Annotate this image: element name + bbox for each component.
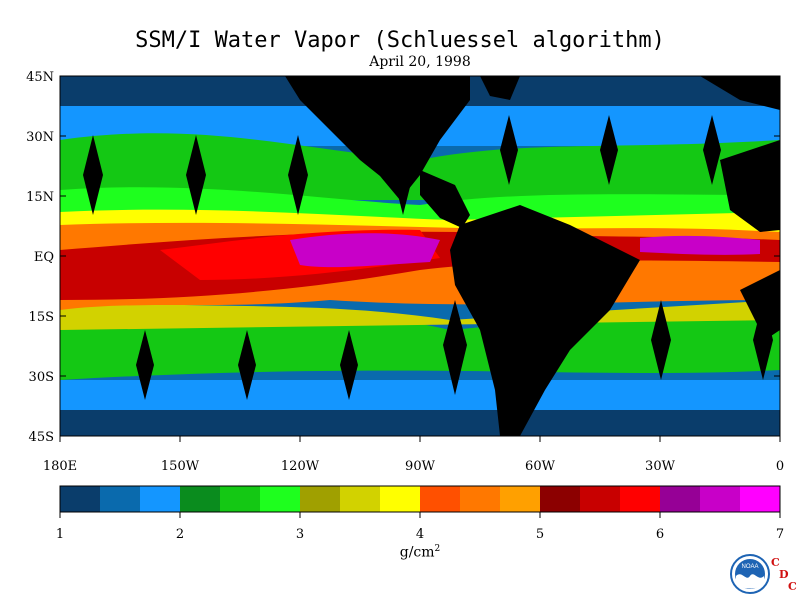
colorbar-swatch [460,486,501,512]
land-africa-south [740,270,780,340]
swath-gap [443,300,467,395]
lon-tick-label: 30W [645,459,676,474]
lon-tick-label: 90W [405,459,436,474]
map-date: April 20, 1998 [369,54,471,70]
cdc-letter-1: C [771,556,780,569]
land-europe [700,76,780,110]
colorbar-swatch [60,486,101,512]
colorbar-swatch [340,486,381,512]
colorbar-swatch [100,486,141,512]
colorbar-swatch [380,486,421,512]
ocean-band-south-mid [60,380,780,410]
lat-tick-label: 30N [26,130,54,145]
swath-gap [703,115,721,185]
swath-gap [288,135,308,215]
colorbar-swatch [220,486,261,512]
colorbar-tick-label: 4 [416,527,424,542]
vapor-zone-south-yellow [60,300,780,330]
latitude-axis: 45N 30N 15N EQ 15S 30S 45S [26,70,780,445]
colorbar-swatch [620,486,661,512]
lat-tick-label: 45N [26,70,54,85]
colorbar-tick-label: 3 [296,527,304,542]
swath-gap [500,115,518,185]
swath-gap [83,135,103,215]
swath-gap [651,300,671,380]
ocean-band-south-low [60,410,780,436]
lon-tick-label: 0 [776,459,784,474]
colorbar-swatch [420,486,461,512]
colorbar-swatch [500,486,541,512]
lat-tick-label: 15N [26,190,54,205]
lat-tick-label: EQ [34,250,54,265]
colorbar-swatch [660,486,701,512]
swath-gap [753,300,773,380]
colorbar-tick-label: 5 [536,527,544,542]
vapor-zone-magenta-atlantic [640,235,760,255]
colorbar-swatch [180,486,221,512]
lat-tick-label: 30S [29,370,54,385]
colorbar-tick-label: 7 [776,527,784,542]
lon-tick-label: 180E [43,459,77,474]
swath-gap [186,135,206,215]
colorbar-swatch [700,486,741,512]
map-title: SSM/I Water Vapor (Schluessel algorithm) [135,28,665,53]
lat-tick-label: 15S [29,310,54,325]
colorbar-swatch [140,486,181,512]
colorbar-swatch [540,486,581,512]
colorbar-tick-label: 6 [656,527,664,542]
lon-tick-label: 120W [281,459,320,474]
colorbar-tick-label: 2 [176,527,184,542]
map-field [60,76,780,436]
land-greenland-edge [480,76,520,100]
swath-gap [393,135,413,215]
land-africa-west [720,140,780,232]
longitude-axis: 180E 150W 120W 90W 60W 30W 0 [43,436,784,474]
colorbar-swatch [260,486,301,512]
svg-text:NOAA: NOAA [741,564,758,570]
colorbar-tick-label: 1 [56,527,64,542]
lat-tick-label: 45S [29,430,54,445]
lon-tick-label: 150W [161,459,200,474]
land-north-america [285,76,470,200]
lon-tick-label: 60W [525,459,556,474]
cdc-letter-2: D [779,568,789,581]
cdc-letter-3: C [788,580,797,593]
swath-gap [600,115,618,185]
swath-gap [136,330,154,400]
colorbar-swatch [580,486,621,512]
colorbar [59,485,781,513]
colorbar-unit: g/cm2 [399,544,441,561]
noaa-logo: NOAA [730,554,770,594]
land-central-america [420,170,470,228]
colorbar-swatch [300,486,341,512]
swath-gap [340,330,358,400]
land-south-america [450,205,640,436]
swath-gap [238,330,256,400]
colorbar-swatch [740,486,781,512]
colorbar-axis: 1 2 3 4 5 6 7 [56,512,784,542]
vapor-zone-magenta-pacific [290,233,440,268]
